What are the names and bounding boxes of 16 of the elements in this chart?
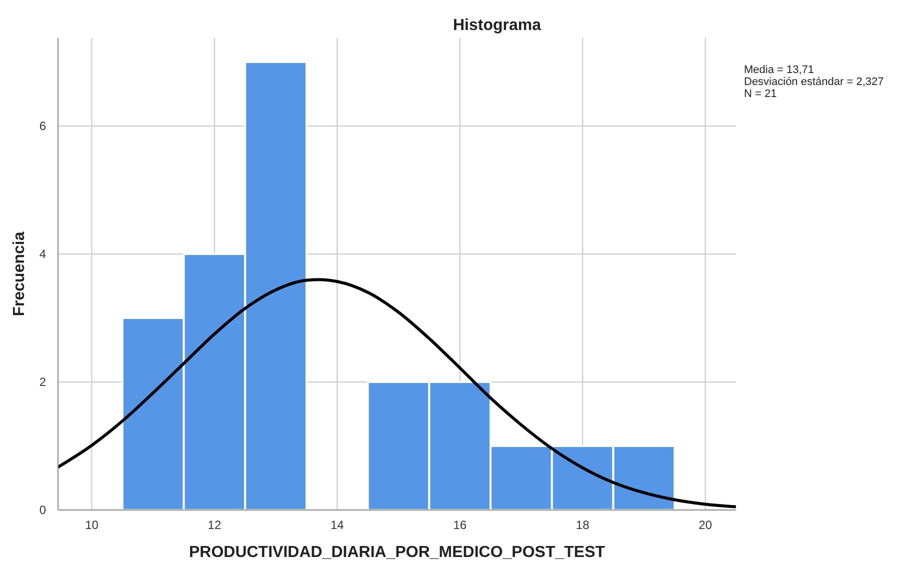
x-tick-label: 20 [698,518,712,532]
x-axis-title: PRODUCTIVIDAD_DIARIA_POR_MEDICO_POST_TEST [188,544,606,561]
text: Media = 13,71 [744,64,814,76]
x-tick-label: 10 [85,518,99,532]
x-tick-label: 12 [208,518,222,532]
chart-title: Histograma [452,17,542,34]
text: Desviación estándar = 2,327 [744,76,884,88]
x-tick-label: 14 [330,518,344,532]
x-tick-label: 18 [576,518,590,532]
y-tick-label: 2 [39,375,46,389]
y-tick-label: 4 [39,247,46,261]
y-tick-label: 6 [39,119,46,133]
y-axis-title: Frecuencia [11,232,28,316]
x-tick-label: 16 [453,518,467,532]
text: N = 21 [744,88,777,100]
y-tick-label: 0 [39,503,46,517]
